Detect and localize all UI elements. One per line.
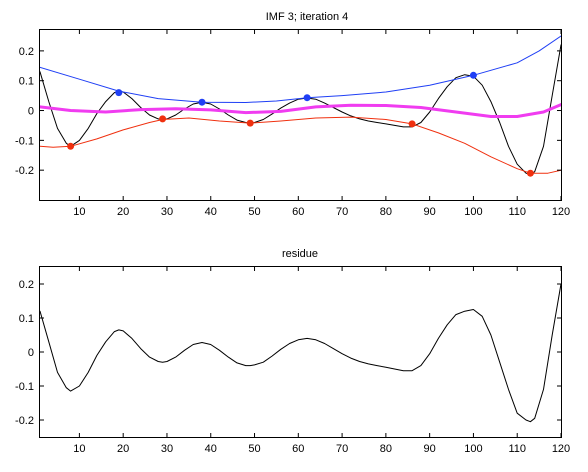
imf-panel: IMF 3; iteration 4 10 20 30 40 50 60 70 80 90 100… — [15, 11, 570, 218]
imf-title: IMF 3; iteration 4 — [266, 11, 349, 23]
imf-minima-point — [67, 142, 75, 150]
imf-minima-point — [159, 115, 167, 123]
residue-y-tick-label: 0 — [28, 347, 34, 359]
residue-residue-line — [40, 283, 561, 423]
imf-x-tick-label: 30 — [161, 206, 173, 218]
residue-y-tick-label: 0.1 — [19, 313, 34, 325]
imf-maxima-point — [115, 89, 123, 97]
residue-plot-area — [40, 283, 561, 423]
imf-minima-point — [408, 120, 416, 128]
imf-x-tick-label: 110 — [508, 206, 526, 218]
imf-x-tick-label: 90 — [424, 206, 436, 218]
residue-y-tick-label: -0.2 — [15, 415, 34, 427]
imf-y-tick-label: 0.1 — [19, 76, 34, 88]
residue-y-tick-label: 0.2 — [19, 279, 34, 291]
residue-x-tick-label: 70 — [336, 443, 348, 455]
residue-x-tick-label: 40 — [205, 443, 217, 455]
residue-x-tick-label: 120 — [552, 443, 570, 455]
residue-x-tick-label: 110 — [508, 443, 526, 455]
imf-y-tick-label: -0.2 — [15, 165, 34, 177]
imf-maxima-point — [469, 71, 477, 79]
imf-x-tick-label: 50 — [248, 206, 260, 218]
residue-y-tick-label: -0.1 — [15, 381, 34, 393]
imf-minima-point — [526, 169, 534, 177]
residue-x-tick-label: 100 — [464, 443, 482, 455]
imf-x-tick-label: 40 — [205, 206, 217, 218]
residue-ticks: 10 20 30 40 50 60 70 80 90 100 110 120 -0.2 -0.1 0 0.1 0… — [15, 267, 570, 455]
imf-mean-envelope-line — [40, 103, 561, 118]
residue-x-tick-label: 10 — [73, 443, 85, 455]
residue-x-tick-label: 20 — [117, 443, 129, 455]
imf-y-tick-label: 0.2 — [19, 46, 34, 58]
residue-x-tick-label: 30 — [161, 443, 173, 455]
imf-x-tick-label: 100 — [464, 206, 482, 218]
residue-x-tick-label: 60 — [292, 443, 304, 455]
imf-ticks: 10 20 30 40 50 60 70 80 90 100 110 120 -0.2 -0.1 0 0.1 0… — [15, 30, 570, 218]
imf-x-tick-label: 120 — [552, 206, 570, 218]
imf-x-tick-label: 20 — [117, 206, 129, 218]
imf-maxima-point — [198, 98, 206, 106]
imf-x-tick-label: 60 — [292, 206, 304, 218]
residue-title: residue — [282, 248, 318, 260]
imf-y-tick-label: -0.1 — [15, 135, 34, 147]
imf-x-tick-label: 80 — [380, 206, 392, 218]
residue-panel: residue 10 20 30 40 50 60 70 80 90 100 110 120 -0.2 -… — [15, 248, 570, 455]
residue-x-tick-label: 50 — [248, 443, 260, 455]
imf-y-tick-label: 0 — [28, 106, 34, 118]
imf-plot-area — [40, 35, 561, 177]
imf-maxima-point — [303, 94, 311, 102]
residue-x-tick-label: 80 — [380, 443, 392, 455]
imf-x-tick-label: 10 — [73, 206, 85, 218]
imf-lower-envelope-line — [40, 116, 561, 174]
imf-x-tick-label: 70 — [336, 206, 348, 218]
imf-minima-point — [246, 119, 254, 127]
residue-x-tick-label: 90 — [424, 443, 436, 455]
imf-axes-box — [39, 29, 562, 201]
residue-axes-box — [39, 266, 562, 438]
